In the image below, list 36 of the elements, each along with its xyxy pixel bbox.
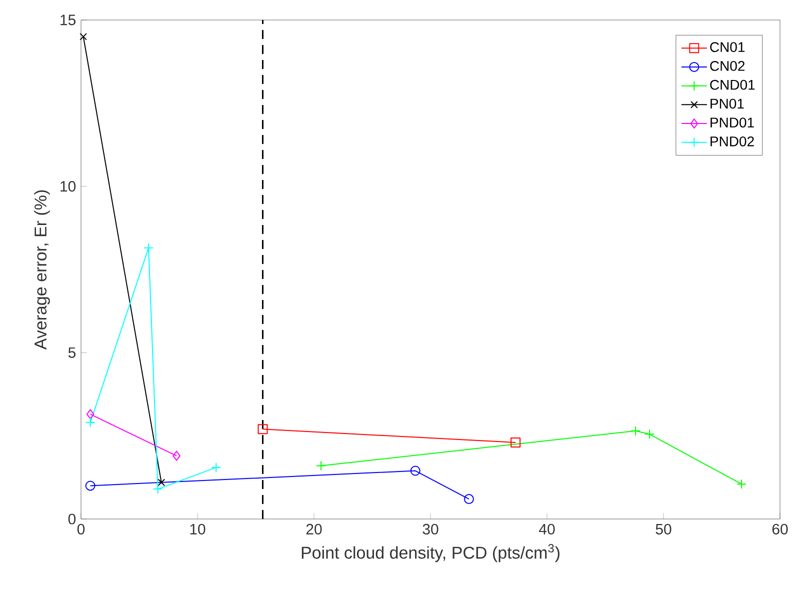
legend-label: CN02 [710,61,745,71]
x-tick-label: 30 [422,524,438,534]
x-tick-label: 10 [190,524,206,534]
y-tick-label: 5 [68,347,76,358]
point [86,409,94,420]
x-tick-label: 60 [772,524,788,534]
point [80,32,88,40]
x-tick-label: 20 [306,524,322,534]
point [158,478,166,486]
legend-label: PN01 [710,98,744,109]
point [258,424,268,434]
legend-label: CN01 [710,42,745,52]
point [316,460,326,471]
point [85,480,96,491]
point [85,418,96,428]
point [211,462,222,472]
x-tick-label: 50 [656,524,672,534]
legend-label: CND01 [710,80,755,90]
point [736,479,747,490]
point [510,437,521,448]
legend-label: PND01 [710,118,754,128]
point [152,484,163,494]
y-tick-label: 0 [68,514,76,524]
x-axis-title: Point cloud density, PCD (pts/cm$^{3}$) [302,544,560,562]
point [464,494,474,504]
point [410,466,420,476]
point [144,242,154,253]
legend-label: PND02 [710,136,754,146]
point [644,429,655,440]
x-tick-label: 0 [77,524,85,534]
point [172,450,180,461]
x-tick-label: 40 [539,524,555,534]
point [630,426,641,436]
y-tick-label: 15 [60,14,76,26]
y-axis-title: Average error, Er (%) [34,190,50,350]
y-tick-label: 10 [60,181,76,192]
